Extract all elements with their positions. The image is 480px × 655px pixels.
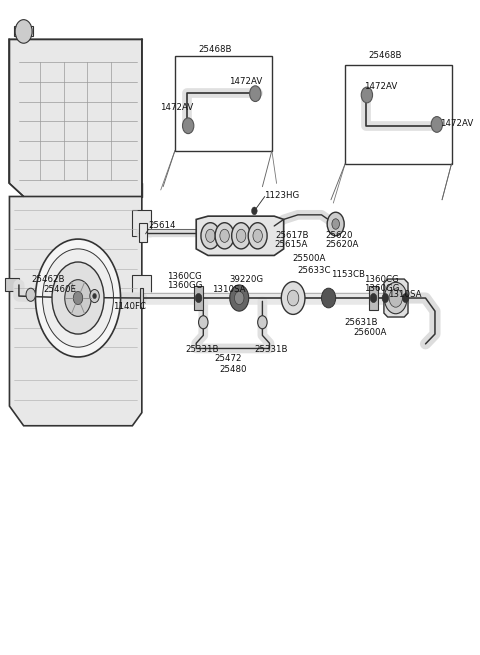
Circle shape (402, 293, 409, 303)
Text: 1360GG: 1360GG (168, 281, 203, 290)
Circle shape (232, 223, 251, 249)
Circle shape (288, 290, 299, 306)
Circle shape (182, 118, 194, 134)
Polygon shape (5, 278, 19, 291)
Text: 1360GG: 1360GG (364, 284, 399, 293)
Circle shape (384, 282, 407, 314)
Text: 1472AV: 1472AV (160, 103, 193, 112)
Text: 25600A: 25600A (354, 328, 387, 337)
Circle shape (248, 223, 267, 249)
Polygon shape (132, 210, 151, 236)
Circle shape (205, 229, 215, 242)
Circle shape (73, 291, 83, 305)
Polygon shape (369, 286, 378, 310)
Circle shape (199, 316, 208, 329)
Circle shape (235, 291, 244, 305)
Text: 25620A: 25620A (325, 240, 359, 250)
Text: 25462B: 25462B (31, 274, 65, 284)
Text: 25472: 25472 (214, 354, 241, 364)
Text: 1310SA: 1310SA (388, 290, 421, 299)
Circle shape (253, 229, 263, 242)
Circle shape (36, 239, 120, 357)
Text: 25468B: 25468B (369, 50, 402, 60)
Circle shape (26, 288, 36, 301)
Circle shape (250, 86, 261, 102)
Circle shape (93, 293, 96, 299)
Polygon shape (140, 223, 146, 242)
Text: 1140FC: 1140FC (112, 302, 145, 311)
Polygon shape (194, 286, 204, 310)
Circle shape (15, 20, 32, 43)
Circle shape (258, 316, 267, 329)
Polygon shape (10, 196, 142, 426)
Text: 39220G: 39220G (230, 274, 264, 284)
Circle shape (195, 293, 202, 303)
Circle shape (215, 223, 234, 249)
Circle shape (43, 249, 113, 347)
Text: 1472AV: 1472AV (364, 82, 397, 91)
Text: 25468B: 25468B (198, 45, 232, 54)
Circle shape (327, 212, 344, 236)
Text: 1123HG: 1123HG (264, 191, 299, 200)
Circle shape (389, 289, 402, 307)
Circle shape (332, 219, 339, 229)
Text: 1360CG: 1360CG (168, 272, 202, 281)
Text: 25620: 25620 (325, 231, 353, 240)
Circle shape (230, 285, 249, 311)
Circle shape (322, 288, 336, 308)
Circle shape (252, 207, 257, 215)
Text: 1310SA: 1310SA (212, 285, 245, 294)
Circle shape (65, 280, 91, 316)
Circle shape (281, 282, 305, 314)
Polygon shape (140, 288, 143, 308)
Circle shape (370, 293, 377, 303)
Circle shape (236, 229, 246, 242)
Bar (345, 66, 452, 164)
Circle shape (382, 293, 389, 303)
Polygon shape (196, 216, 284, 255)
Text: 25614: 25614 (148, 221, 176, 230)
Text: 25331B: 25331B (254, 345, 288, 354)
Polygon shape (132, 275, 151, 301)
Circle shape (52, 262, 104, 334)
Circle shape (90, 290, 99, 303)
Text: 25460E: 25460E (44, 285, 76, 294)
Text: 25617B: 25617B (275, 231, 309, 240)
Bar (175, 56, 272, 151)
Text: 25633C: 25633C (297, 266, 330, 275)
Text: 25615A: 25615A (274, 240, 308, 250)
Polygon shape (10, 39, 142, 210)
Polygon shape (14, 26, 33, 36)
Text: 1153CB: 1153CB (331, 270, 365, 279)
Circle shape (431, 117, 443, 132)
Text: 1472AV: 1472AV (440, 119, 473, 128)
Circle shape (201, 223, 220, 249)
Text: 1360CG: 1360CG (364, 274, 399, 284)
Text: 25500A: 25500A (292, 253, 325, 263)
Text: 25480: 25480 (220, 365, 247, 374)
Circle shape (220, 229, 229, 242)
Text: 25631B: 25631B (344, 318, 378, 327)
Text: 1472AV: 1472AV (229, 77, 263, 86)
Polygon shape (384, 279, 408, 317)
Circle shape (361, 87, 372, 103)
Text: 25331B: 25331B (186, 345, 219, 354)
